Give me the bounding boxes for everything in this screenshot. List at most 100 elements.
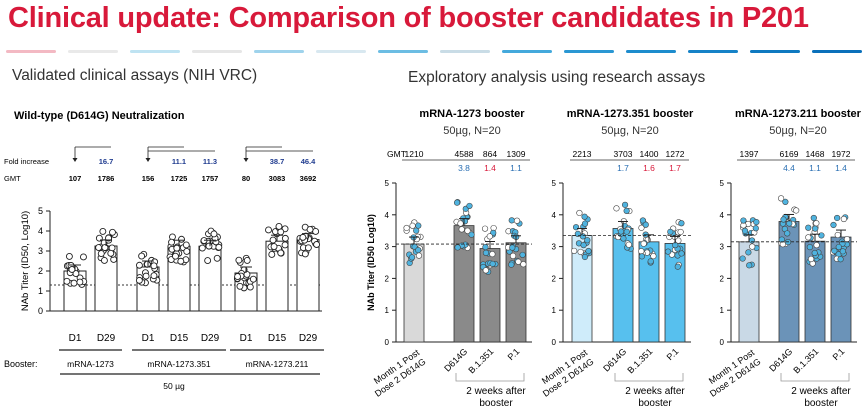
gmt-value: 1400 [640,149,659,159]
fold-label: Fold increase [4,157,49,166]
gmt-value: 4588 [455,149,474,159]
data-point [638,253,646,260]
data-point [205,242,213,250]
data-point [678,220,685,227]
group-label: mRNA-1273 [67,359,114,369]
data-point [415,252,423,259]
data-point [515,258,522,265]
data-point [741,227,749,234]
gmt-value: 6169 [780,149,799,159]
fold-value: 1.6 [643,163,655,173]
data-point [810,214,817,222]
data-point [68,266,76,273]
data-point [581,253,589,261]
data-point [777,195,785,202]
data-point [177,257,185,265]
data-point [70,279,78,287]
data-point [489,260,496,268]
gmt-value: 107 [69,174,82,183]
data-point [650,252,657,260]
y-tick-label: 2 [552,274,557,283]
data-point [138,252,146,260]
gmt-value: 1397 [740,149,759,159]
data-point [63,277,71,285]
y-tick-label: 5 [38,206,43,216]
after-bracket [455,373,525,382]
x-category-label: D614G [442,346,469,373]
title-dash [130,50,180,53]
gmt-value: 1972 [832,149,851,159]
data-point [647,258,654,265]
data-point [235,256,243,264]
data-point [249,275,257,283]
data-point [667,228,674,235]
data-point [740,217,747,224]
data-point [80,253,87,261]
x-category-label: D1 [240,333,253,344]
data-point [617,228,625,235]
data-point [778,236,785,243]
fold-value: 38.7 [270,157,285,166]
data-point [748,237,756,244]
data-point [268,250,276,258]
data-point [482,249,490,256]
fold-value: 1.1 [510,163,522,173]
data-point [638,248,645,255]
gmt-value: 3703 [614,149,633,159]
y-tick-label: 5 [552,179,557,188]
group-label: mRNA-1273.211 [246,359,309,369]
x-category-label: D15 [170,333,189,344]
data-point [805,224,812,231]
data-point [482,244,489,251]
data-point [580,242,587,249]
panel-title: mRNA-1273 booster [419,108,525,120]
data-point [409,222,416,229]
data-point [818,232,825,239]
group-label: mRNA-1273.351 [147,359,211,369]
x-category-label: Month 1 PostDose 2 D614G [367,347,428,399]
data-point [509,244,516,251]
data-point [172,252,179,260]
y-tick-label: 4 [720,211,725,220]
data-point [508,217,515,224]
data-point [509,252,517,260]
y-tick-label: 1 [720,306,725,315]
x-category-label: D29 [201,333,220,344]
data-point [265,226,272,234]
x-category-label: B.1.351 [791,346,820,375]
data-point [95,244,103,252]
data-point [739,255,746,262]
slide-title: Clinical update: Comparison of booster c… [8,2,809,34]
data-point [786,220,793,227]
gmt-value: 3692 [300,174,317,183]
data-point [482,267,489,274]
y-tick-label: 4 [38,226,43,236]
gmt-label: GMT [387,149,406,159]
data-point [834,214,841,222]
data-point [236,282,244,290]
data-point [464,227,471,234]
data-point [674,263,681,270]
data-point [306,226,314,233]
data-point [466,202,473,210]
title-dash [378,50,428,53]
y-tick-label: 2 [385,274,390,283]
y-tick-label: 0 [720,338,725,347]
data-point [576,209,583,217]
data-point [270,243,278,250]
fold-value: 16.7 [99,157,114,166]
title-dash [626,50,676,53]
data-point [100,257,108,264]
y-tick-label: 4 [552,211,557,220]
after-bracket [780,373,850,382]
data-point [204,257,212,264]
fold-value: 1.7 [617,163,629,173]
data-point [468,231,475,238]
data-point [168,238,176,246]
data-point [299,233,307,241]
fold-value: 11.1 [172,157,186,166]
x-category-label: Month 1 PostDose 2 D614G [702,347,763,399]
data-point [664,248,672,255]
panel-title: mRNA-1273.351 booster [567,108,694,120]
data-point [666,233,673,241]
